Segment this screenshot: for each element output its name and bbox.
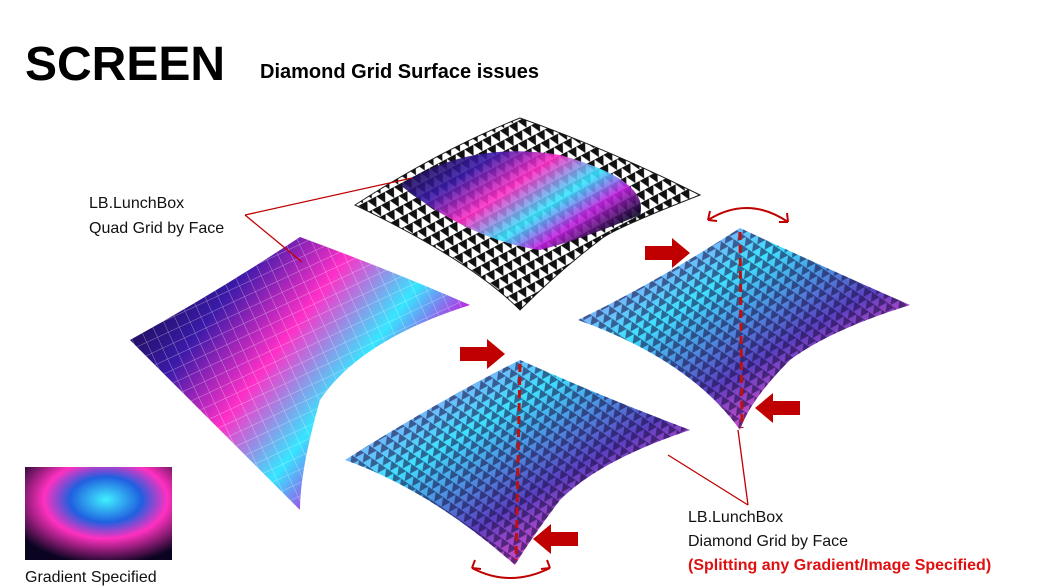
- title: SCREEN: [25, 38, 225, 91]
- annotation-line: Diamond Grid by Face: [688, 533, 848, 550]
- subtitle: Diamond Grid Surface issues: [260, 61, 539, 83]
- rotation-arrows: [471, 207, 789, 579]
- annotation-line: LB.LunchBox: [688, 509, 783, 526]
- split-line: [514, 363, 522, 561]
- annotation-line: Quad Grid by Face: [89, 220, 224, 237]
- leader-lines: [244, 177, 749, 506]
- surface-diamond-right: [578, 228, 910, 430]
- surface-top: [353, 117, 702, 311]
- gradient-thumbnail: [25, 467, 172, 560]
- block-arrows: [460, 238, 800, 554]
- annotation-line: LB.LunchBox: [89, 195, 184, 212]
- thumbnail-caption: Gradient Specified: [25, 569, 157, 586]
- annotation-highlight: (Splitting any Gradient/Image Specified): [688, 557, 991, 574]
- split-line: [738, 231, 744, 429]
- surface-diamond-bottom: [345, 360, 690, 565]
- surface-quad: [130, 237, 470, 510]
